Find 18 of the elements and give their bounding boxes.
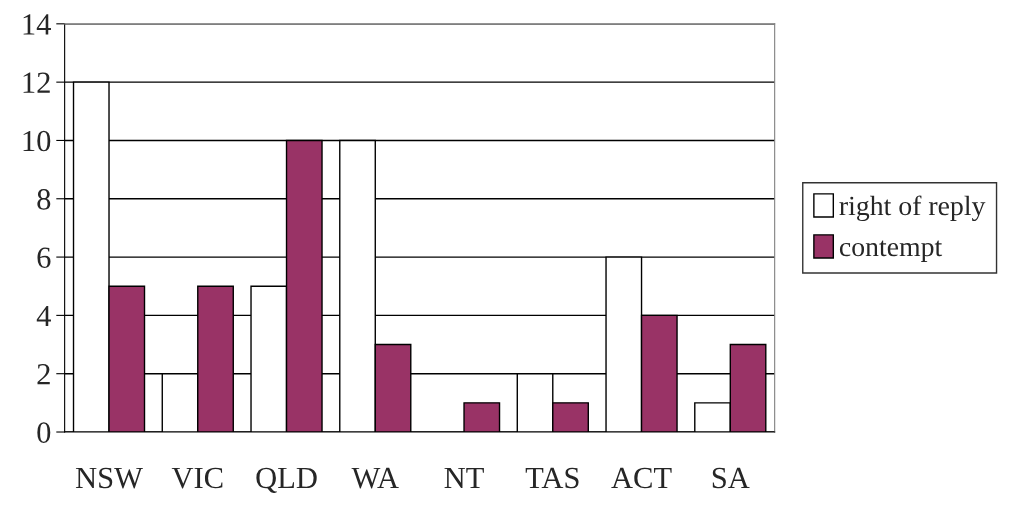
y-tick-label: 0 bbox=[37, 422, 51, 443]
x-tick-label: TAS bbox=[525, 467, 579, 489]
y-tick-label: 2 bbox=[37, 364, 50, 385]
x-tick-label: NT bbox=[444, 467, 484, 488]
legend-label: contempt bbox=[839, 240, 943, 262]
y-tick-label: 10 bbox=[23, 130, 51, 152]
y-tick-label: 6 bbox=[37, 247, 51, 268]
x-tick-label: QLD bbox=[256, 467, 317, 493]
x-tick-label: WA bbox=[351, 467, 399, 489]
y-tick-label: 14 bbox=[23, 14, 51, 35]
legend-label: right of reply bbox=[839, 195, 986, 222]
y-tick-label: 8 bbox=[37, 189, 51, 210]
y-tick-label: 12 bbox=[23, 72, 50, 93]
y-tick-label: 4 bbox=[36, 305, 51, 326]
x-tick-label: NSW bbox=[75, 467, 143, 489]
x-tick-label: ACT bbox=[611, 467, 672, 489]
x-tick-label: SA bbox=[712, 467, 750, 489]
x-tick-label: VIC bbox=[171, 467, 223, 489]
